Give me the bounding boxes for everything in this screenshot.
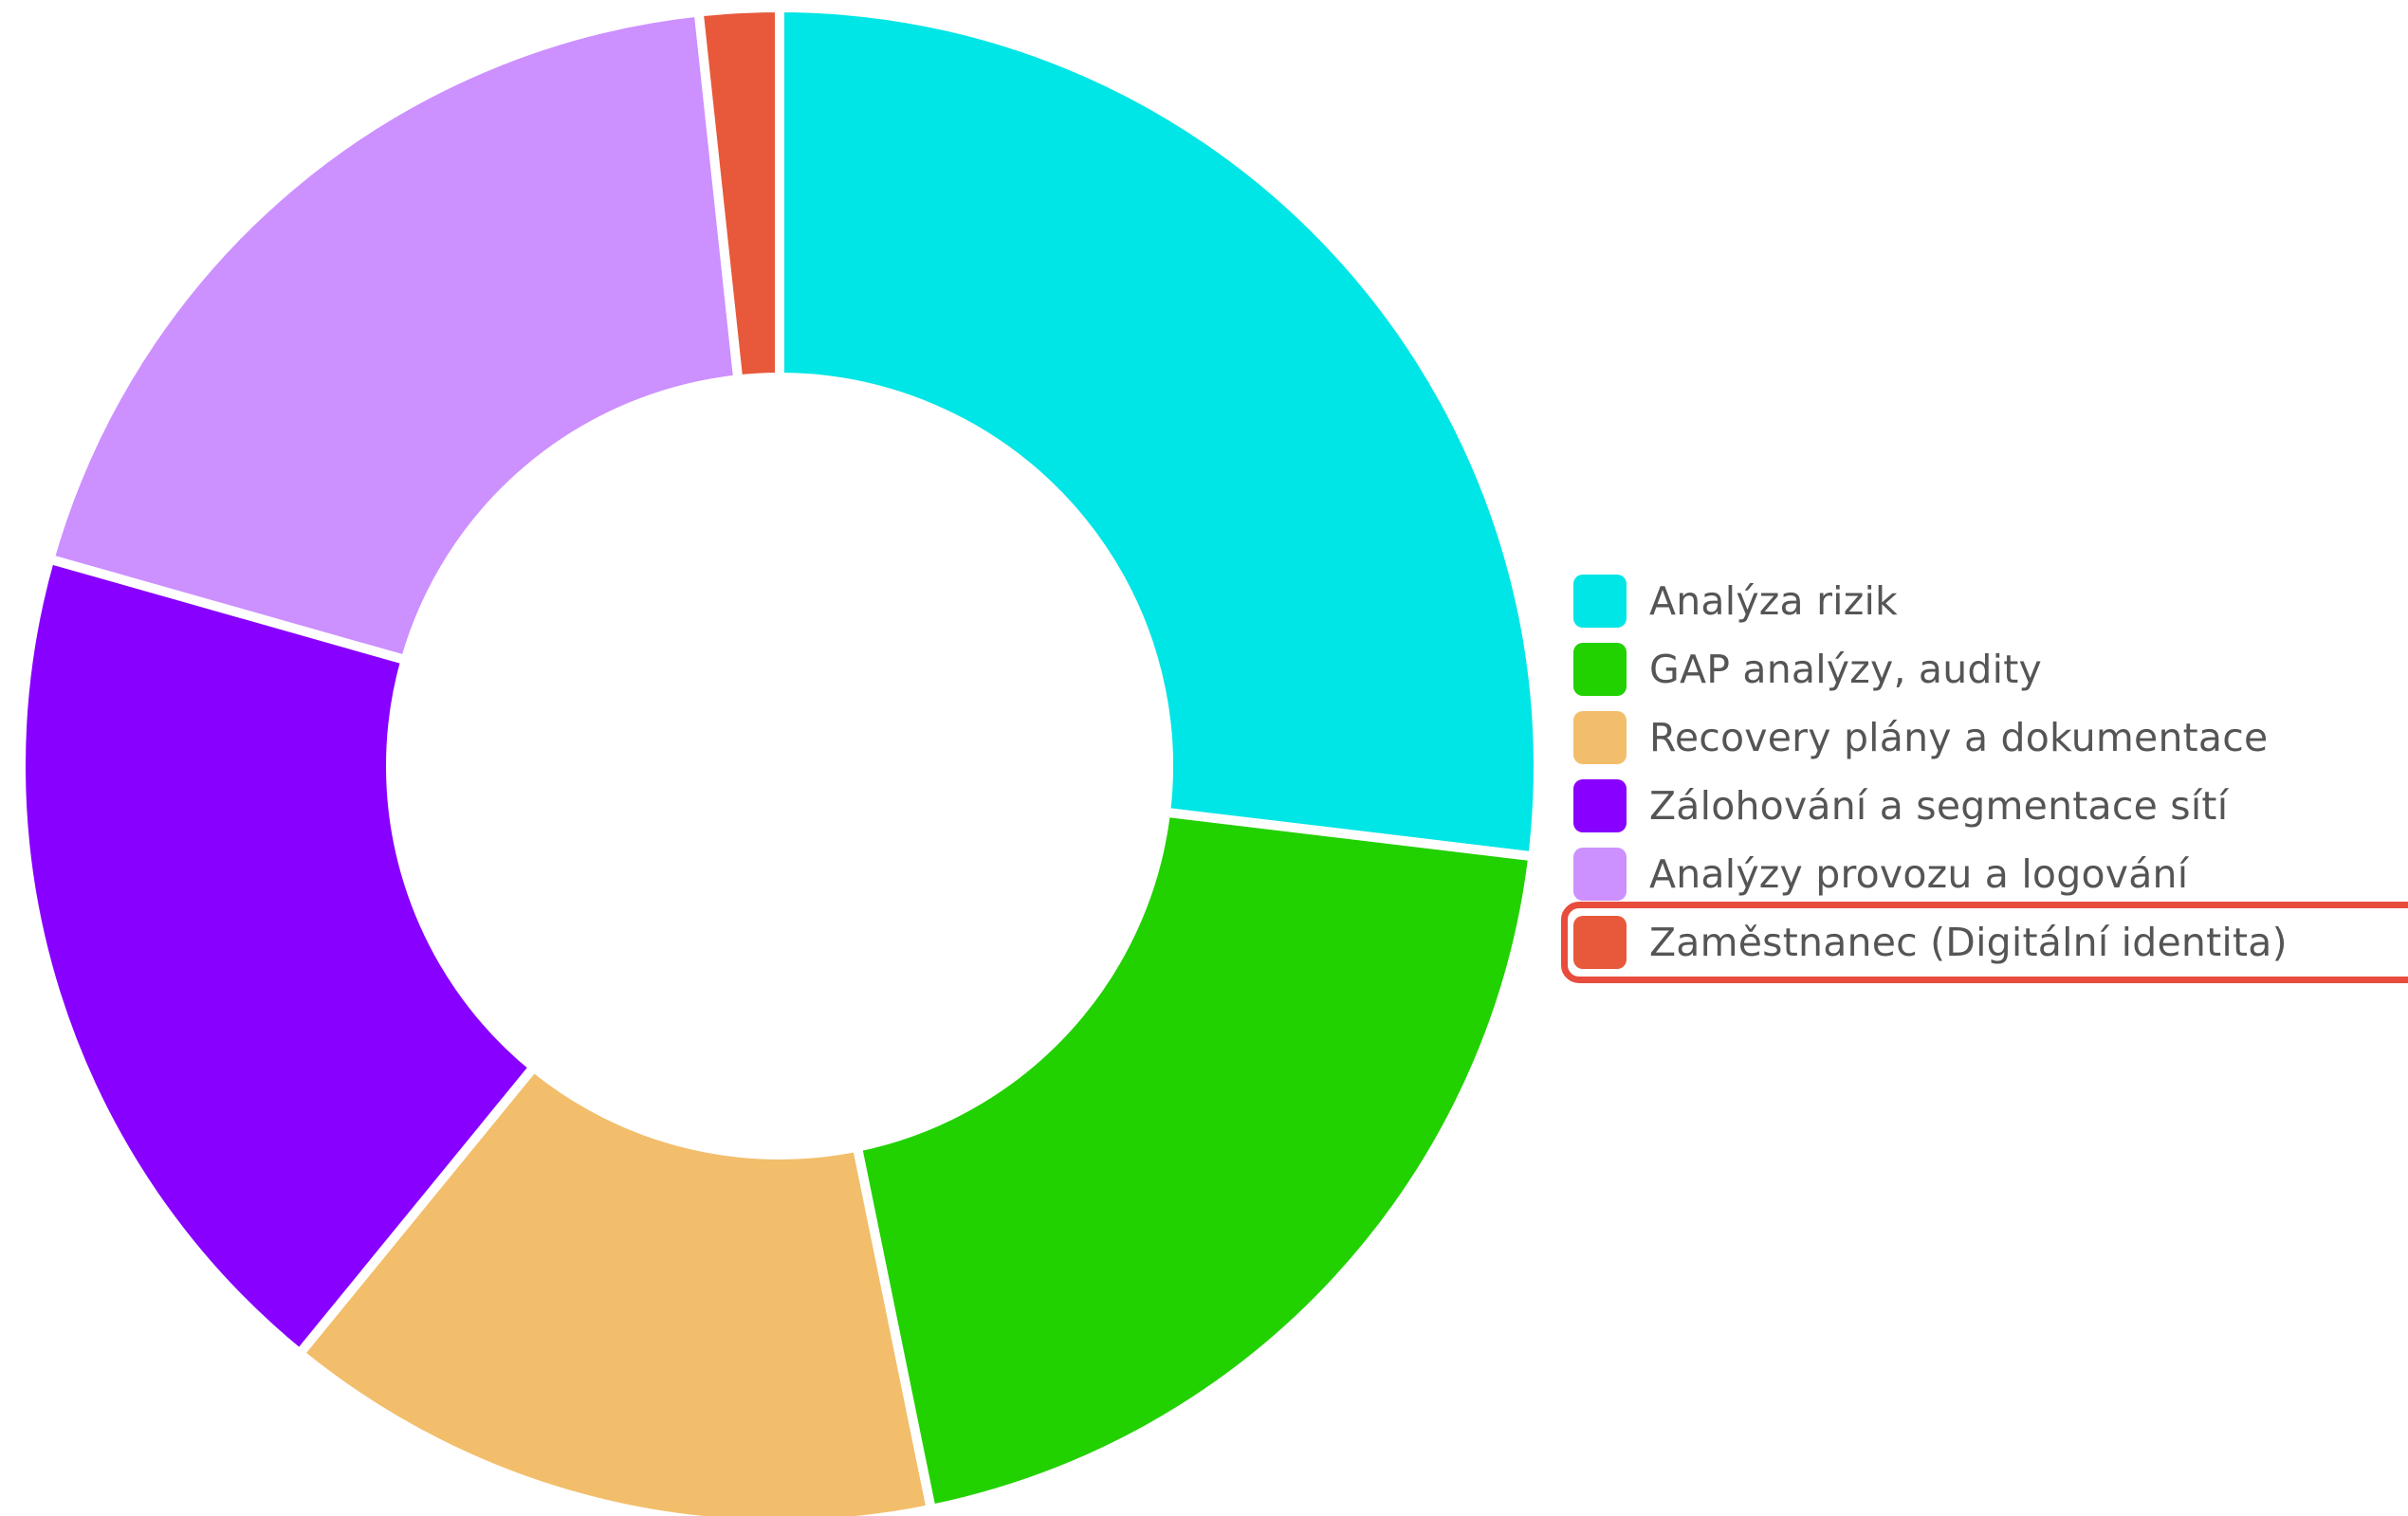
legend-swatch bbox=[1573, 643, 1627, 696]
legend-item-gap-analyzy[interactable]: GAP analýzy, audity bbox=[1568, 635, 2408, 703]
legend-item-recovery-plany[interactable]: Recovery plány a dokumentace bbox=[1568, 703, 2408, 772]
legend-swatch bbox=[1573, 848, 1627, 901]
donut-slice-5[interactable] bbox=[45, 7, 744, 666]
legend-label: Analýza rizik bbox=[1649, 578, 1898, 624]
donut-slice-2[interactable] bbox=[852, 807, 1538, 1514]
legend-label: Zaměstnanec (Digitální identita) bbox=[1649, 920, 2288, 965]
chart-legend: Analýza rizik GAP analýzy, audity Recove… bbox=[1561, 567, 2408, 983]
donut-chart bbox=[16, 3, 1544, 1516]
legend-label: Recovery plány a dokumentace bbox=[1649, 715, 2269, 760]
donut-slice-1[interactable] bbox=[775, 3, 1544, 862]
donut-slice-3[interactable] bbox=[294, 1062, 936, 1516]
legend-label: GAP analýzy, audity bbox=[1649, 647, 2042, 692]
legend-item-analyzy-provozu[interactable]: Analýzy provozu a logování bbox=[1568, 840, 2408, 908]
legend-label: Analýzy provozu a logování bbox=[1649, 851, 2189, 897]
legend-item-analyza-rizik[interactable]: Analýza rizik bbox=[1568, 567, 2408, 635]
legend-item-zamestnanec[interactable]: Zaměstnanec (Digitální identita) bbox=[1561, 902, 2408, 983]
donut-slice-6[interactable] bbox=[693, 3, 784, 385]
legend-label: Zálohování a segmentace sítí bbox=[1649, 783, 2229, 829]
legend-swatch bbox=[1573, 916, 1627, 969]
legend-swatch bbox=[1573, 711, 1627, 764]
donut-slice-4[interactable] bbox=[16, 554, 539, 1359]
legend-swatch bbox=[1573, 779, 1627, 832]
legend-swatch bbox=[1573, 575, 1627, 628]
legend-item-zalohovani[interactable]: Zálohování a segmentace sítí bbox=[1568, 772, 2408, 840]
